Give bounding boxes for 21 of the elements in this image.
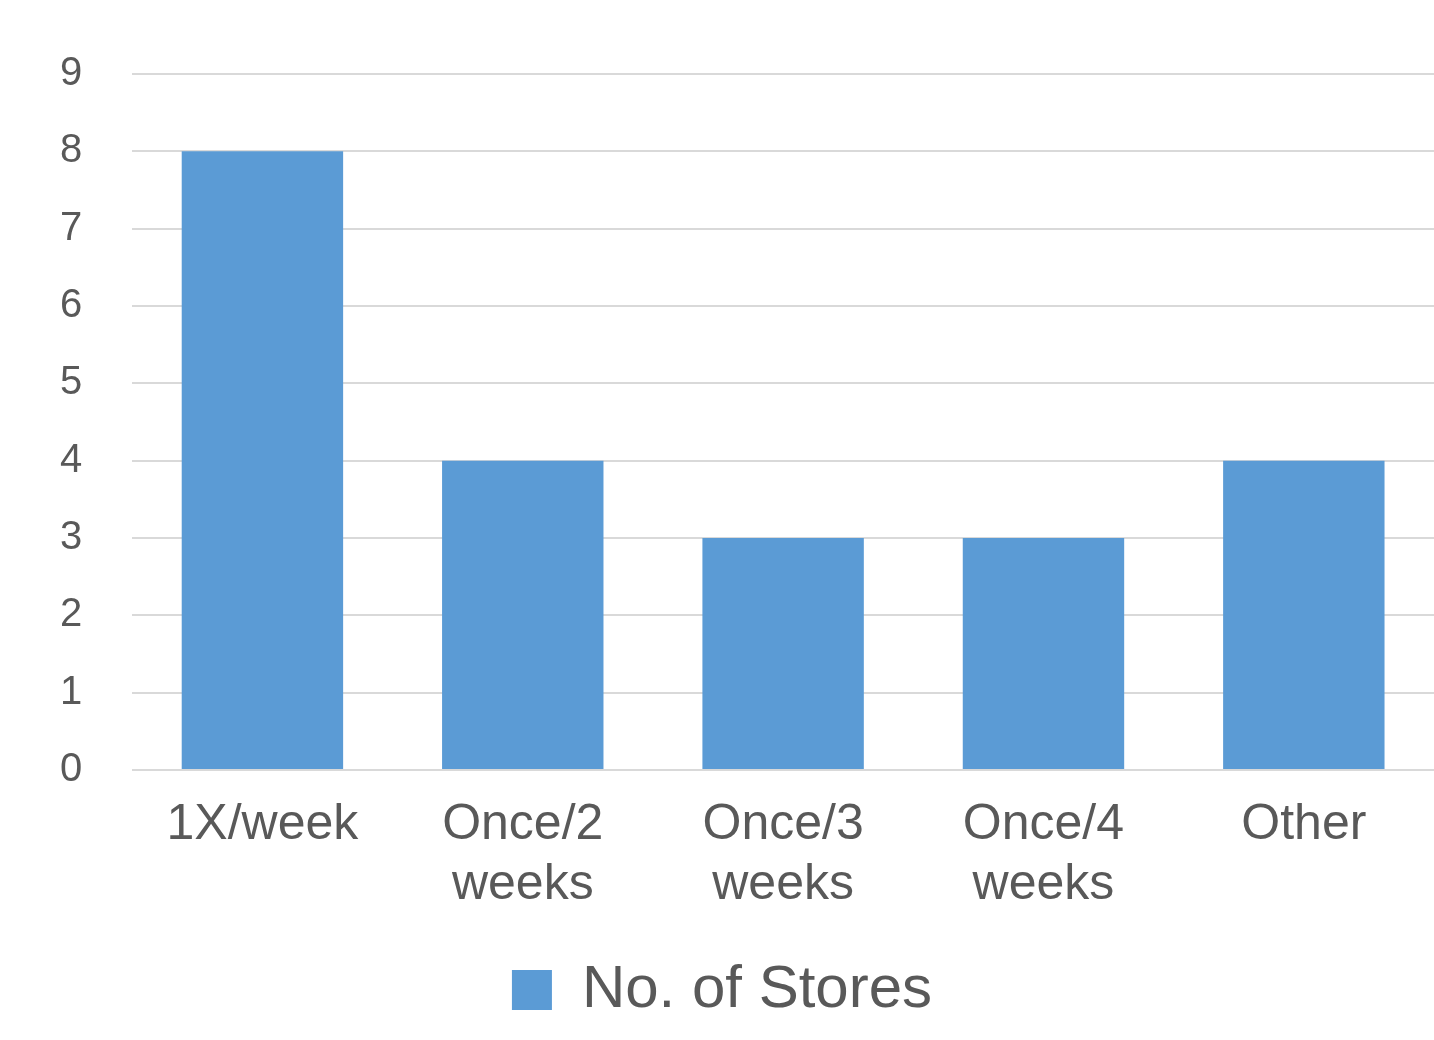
bar <box>702 538 864 769</box>
y-tick-label: 4 <box>60 435 83 480</box>
y-tick-label: 1 <box>60 667 83 712</box>
bar <box>442 460 604 769</box>
y-tick-label: 5 <box>60 358 83 403</box>
x-tick-label: Once/4 weeks <box>962 793 1125 910</box>
y-tick-label: 7 <box>60 203 83 248</box>
y-tick-label: 3 <box>60 513 83 558</box>
y-tick-label: 8 <box>60 126 83 171</box>
x-tick-label: 1X/week <box>166 793 360 850</box>
x-tick-label: Once/2 weeks <box>442 793 604 910</box>
bar <box>181 151 344 769</box>
bar <box>1223 460 1385 769</box>
legend-label: No. of Stores <box>581 952 933 1020</box>
x-tick-label: Once/3 weeks <box>702 793 864 910</box>
y-tick-label: 6 <box>60 281 83 326</box>
y-tick-label: 0 <box>60 745 83 790</box>
bar <box>962 538 1125 769</box>
y-tick-label: 2 <box>60 590 83 635</box>
y-tick-label: 9 <box>60 49 83 94</box>
x-tick-label: Other <box>1241 793 1367 850</box>
